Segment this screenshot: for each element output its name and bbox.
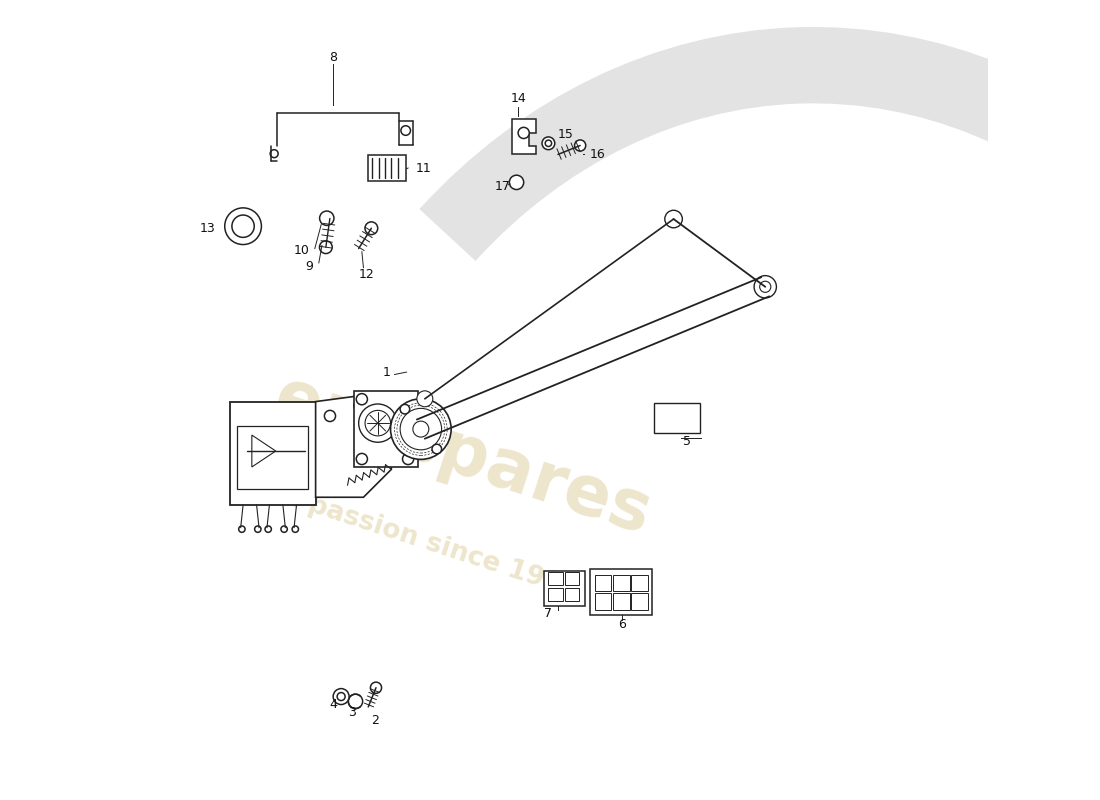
Circle shape: [546, 140, 551, 146]
Circle shape: [319, 241, 332, 254]
Bar: [631, 574, 648, 591]
Text: 16: 16: [590, 148, 606, 161]
Circle shape: [293, 526, 298, 532]
Circle shape: [356, 394, 367, 405]
Text: 1: 1: [383, 366, 390, 378]
Circle shape: [518, 127, 529, 138]
Bar: [565, 572, 580, 585]
Circle shape: [417, 391, 432, 406]
Text: 6: 6: [618, 618, 626, 631]
Bar: [230, 402, 316, 506]
Bar: [549, 588, 563, 601]
Text: 14: 14: [510, 92, 526, 105]
Circle shape: [320, 211, 334, 226]
Circle shape: [542, 137, 554, 150]
Circle shape: [400, 408, 441, 450]
Text: 10: 10: [294, 245, 309, 258]
Circle shape: [664, 210, 682, 228]
Circle shape: [271, 150, 278, 158]
Bar: [354, 391, 418, 467]
Circle shape: [239, 526, 245, 532]
Circle shape: [365, 410, 390, 436]
Bar: [613, 593, 629, 610]
Text: 13: 13: [199, 222, 216, 235]
Text: 12: 12: [359, 267, 374, 281]
Circle shape: [412, 421, 429, 437]
Circle shape: [324, 410, 336, 422]
Bar: [238, 426, 308, 490]
Circle shape: [254, 526, 261, 532]
Text: 9: 9: [306, 259, 313, 273]
Bar: [613, 574, 629, 591]
Bar: [368, 155, 407, 181]
Text: 3: 3: [349, 706, 356, 719]
Bar: [595, 574, 612, 591]
Circle shape: [349, 694, 363, 709]
Text: 5: 5: [683, 435, 691, 448]
Bar: [565, 588, 580, 601]
Bar: [549, 572, 563, 585]
Circle shape: [509, 175, 524, 190]
Circle shape: [265, 526, 272, 532]
Text: 17: 17: [494, 180, 510, 193]
Text: 8: 8: [329, 50, 338, 64]
Circle shape: [760, 282, 771, 292]
Bar: [595, 593, 612, 610]
Polygon shape: [512, 119, 536, 154]
Polygon shape: [252, 435, 276, 467]
Text: 7: 7: [544, 607, 552, 620]
Text: 2: 2: [371, 714, 378, 727]
Text: a passion since 1985: a passion since 1985: [279, 483, 582, 604]
Circle shape: [232, 215, 254, 238]
Circle shape: [432, 444, 441, 454]
Circle shape: [403, 454, 414, 465]
Circle shape: [390, 399, 451, 459]
Text: 15: 15: [558, 128, 574, 141]
Bar: [590, 569, 652, 615]
Circle shape: [359, 404, 397, 442]
Circle shape: [356, 454, 367, 465]
Bar: [653, 403, 700, 434]
Polygon shape: [316, 394, 392, 498]
Circle shape: [354, 400, 365, 411]
Circle shape: [337, 693, 345, 701]
Bar: [543, 570, 585, 606]
Circle shape: [400, 126, 410, 135]
Circle shape: [280, 526, 287, 532]
Circle shape: [365, 222, 377, 234]
Text: 4: 4: [329, 698, 337, 711]
Bar: [631, 593, 648, 610]
Circle shape: [371, 682, 382, 694]
Circle shape: [574, 140, 585, 151]
Circle shape: [333, 689, 349, 705]
Circle shape: [224, 208, 262, 245]
Text: 11: 11: [416, 162, 432, 175]
Circle shape: [755, 276, 777, 298]
Text: eurspares: eurspares: [266, 363, 659, 548]
Circle shape: [400, 404, 409, 414]
